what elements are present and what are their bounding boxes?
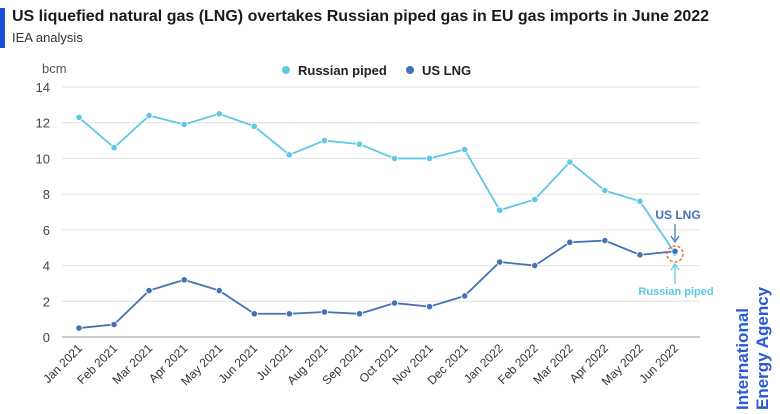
legend-label-lng: US LNG [422, 63, 471, 78]
chart-title: US liquefied natural gas (LNG) overtakes… [12, 8, 710, 25]
grid-lines [62, 86, 700, 338]
legend[interactable]: Russian piped US LNG [282, 63, 471, 78]
data-point-us-lng [425, 303, 434, 311]
logo-line-1: International [733, 307, 752, 410]
data-point-russian-piped [320, 136, 329, 145]
annotations: US LNG Russian piped [638, 208, 713, 298]
accent-bar [0, 8, 5, 48]
iea-logo: International Energy Agency [728, 287, 780, 410]
data-point-us-lng [355, 310, 364, 318]
y-axis-label: bcm [42, 61, 67, 76]
data-point-russian-piped [355, 140, 364, 148]
data-point-us-lng [566, 238, 574, 246]
data-point-us-lng [145, 286, 153, 295]
y-tick-label: 8 [43, 187, 50, 202]
y-tick-label: 6 [43, 223, 50, 238]
legend-marker-lng [406, 66, 414, 74]
data-point-russian-piped [496, 206, 504, 214]
x-tick-label: Jun 2022 [636, 341, 681, 386]
y-tick-labels: 0 2 4 6 8 10 12 14 [36, 80, 50, 345]
data-point-us-lng [671, 247, 679, 255]
data-point-us-lng [496, 258, 504, 266]
y-tick-label: 14 [36, 80, 50, 95]
series-lines [78, 112, 676, 329]
annotation-russian-piped: Russian piped [638, 286, 713, 298]
data-point-us-lng [636, 251, 644, 259]
annotation-arrowhead-russian [670, 262, 680, 271]
annotation-arrowhead-us-lng [670, 235, 680, 244]
data-point-russian-piped [566, 158, 574, 166]
data-point-us-lng [110, 320, 118, 329]
data-point-russian-piped [110, 144, 118, 152]
data-point-russian-piped [531, 195, 539, 204]
data-point-russian-piped [180, 120, 188, 129]
data-point-russian-piped [636, 197, 644, 205]
data-point-us-lng [390, 299, 399, 307]
data-point-russian-piped [461, 145, 469, 154]
data-point-us-lng [531, 261, 539, 270]
data-point-russian-piped [75, 113, 83, 121]
data-point-russian-piped [285, 151, 293, 159]
data-point-russian-piped [215, 110, 223, 118]
x-tick-label: Jun 2021 [216, 341, 261, 386]
y-tick-label: 0 [43, 330, 50, 345]
data-point-us-lng [75, 324, 83, 332]
legend-marker-russian [282, 66, 290, 74]
data-point-russian-piped [425, 154, 434, 163]
data-point-us-lng [601, 236, 609, 245]
data-point-us-lng [250, 310, 258, 318]
annotation-us-lng: US LNG [655, 208, 700, 222]
data-point-russian-piped [145, 111, 153, 120]
series-line-us-lng [78, 239, 676, 329]
legend-label-russian: Russian piped [298, 63, 387, 78]
y-tick-label: 2 [43, 294, 50, 309]
data-point-russian-piped [390, 154, 399, 163]
data-point-us-lng [285, 310, 293, 318]
data-point-russian-piped [601, 186, 609, 195]
data-point-us-lng [320, 308, 329, 316]
chart-subtitle: IEA analysis [12, 30, 83, 45]
data-point-us-lng [215, 286, 223, 295]
data-point-us-lng [180, 276, 188, 284]
y-tick-label: 12 [36, 116, 50, 131]
data-point-us-lng [461, 292, 469, 300]
crossover-highlight-circle [666, 245, 684, 263]
data-point-russian-piped [250, 122, 258, 130]
y-tick-label: 4 [43, 259, 50, 274]
y-tick-label: 10 [36, 151, 50, 166]
series-points [75, 110, 679, 332]
series-line-russian-piped [78, 112, 676, 254]
logo-line-2: Energy Agency [753, 286, 772, 410]
